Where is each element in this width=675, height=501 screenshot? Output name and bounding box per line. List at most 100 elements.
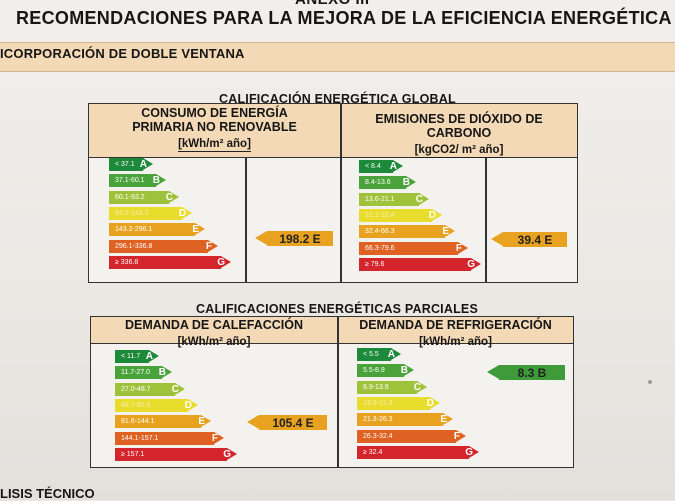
refrigeracion-header: DEMANDA DE REFRIGERACIÓN [kWh/m² año] (338, 318, 573, 350)
scale-letter: B (402, 177, 410, 189)
rating-pointer-arrow (487, 365, 499, 379)
scale-range-label: ≥ 79.6 (365, 260, 385, 268)
scale-arrow-tip (201, 415, 211, 428)
refrigeracion-value-badge: 8.3 B (487, 365, 565, 380)
scale-arrow-tip (458, 241, 468, 254)
emisiones-title-line1: EMISIONES DE DIÓXIDO DE (375, 112, 543, 126)
scale-letter: F (453, 430, 460, 442)
scale-arrow-tip (456, 429, 466, 442)
calefaccion-header: DEMANDA DE CALEFACCIÓN [kWh/m² año] (91, 318, 337, 350)
scale-range-label: < 11.7 (121, 353, 141, 360)
scale-arrow-tip (391, 348, 401, 360)
page-title: RECOMENDACIONES PARA LA MEJORA DE LA EFI… (16, 8, 672, 28)
rating-pointer-arrow (491, 232, 503, 246)
scale-letter: A (387, 349, 395, 360)
scale-letter: A (389, 161, 397, 172)
scale-bar-b: 5.5-8.9 B (357, 364, 414, 378)
global-rating-title: CALIFICACIÓN ENERGÉTICA GLOBAL (219, 92, 456, 106)
scale-bar-a: < 5.5 A (357, 348, 401, 361)
scale-bar-c: 8.9-13.9 C (357, 380, 427, 394)
scale-range-label: 81.6-144.1 (121, 418, 155, 426)
scale-bar-a: < 8.4 A (359, 160, 403, 173)
global-rating-card: CONSUMO DE ENERGÍA PRIMARIA NO RENOVABLE… (88, 103, 578, 283)
scale-letter: C (165, 191, 173, 203)
scale-bar-f: 26.3-32.4 F (357, 429, 466, 443)
scale-range-label: < 37.1 (115, 161, 135, 168)
scale-arrow-tip (143, 158, 153, 170)
rating-value-text: 105.4 E (272, 416, 314, 430)
rating-value-text: 8.3 B (517, 366, 547, 380)
scale-bar-e: 21.3-26.3 E (357, 413, 453, 427)
annex-label: ANEXO III (295, 0, 370, 8)
scale-arrow-tip (404, 364, 414, 377)
scale-bar-c: 27.0-48.7 C (115, 382, 185, 396)
scale-bar-f: 66.3-79.6 F (359, 241, 468, 255)
rating-value-text: 39.4 E (517, 233, 553, 247)
consumo-unit: [kWh/m² año] (178, 138, 251, 152)
scale-bar-c: 13.6-21.1 C (359, 192, 429, 206)
scale-arrow-tip (443, 413, 453, 426)
scale-letter: B (158, 367, 166, 379)
scale-range-label: 37.1-60.1 (115, 177, 145, 185)
scale-range-label: 66.3-79.6 (365, 244, 395, 252)
scale-bar-b: 37.1-60.1 B (109, 174, 166, 188)
scale-letter: F (211, 432, 218, 444)
scale-letter: G (217, 256, 225, 268)
paper-speck (648, 380, 652, 384)
scale-arrow-tip (227, 447, 237, 460)
scale-range-label: 21.3-26.3 (363, 416, 393, 424)
scale-bar-e: 32.4-66.3 E (359, 225, 455, 239)
scale-range-label: 11.7-27.0 (121, 369, 151, 377)
scale-letter: G (465, 446, 473, 458)
scale-arrow-tip (195, 223, 205, 236)
consumo-title-line2: PRIMARIA NO RENOVABLE (132, 120, 297, 134)
scale-bar-c: 60.1-93.2 C (109, 190, 179, 204)
scale-letter: C (413, 381, 421, 393)
scale-letter: A (139, 159, 147, 170)
scale-letter: B (152, 175, 160, 187)
scale-bar-d: 93.2-143.2 D (109, 206, 192, 220)
global-center-divider (340, 104, 342, 282)
scale-letter: B (400, 365, 408, 377)
refrigeracion-unit: [kWh/m² año] (419, 336, 492, 348)
scale-letter: D (178, 207, 186, 219)
scale-arrow-tip (162, 366, 172, 379)
section-band: ICORPORACIÓN DE DOBLE VENTANA (0, 42, 675, 72)
scale-bar-f: 296.1-336.8 F (109, 239, 218, 253)
consumo-header: CONSUMO DE ENERGÍA PRIMARIA NO RENOVABLE… (89, 106, 340, 152)
emisiones-unit: [kgCO2/ m² año] (414, 144, 504, 158)
partial-ratings-card: DEMANDA DE CALEFACCIÓN [kWh/m² año] DEMA… (90, 316, 574, 468)
scale-letter: E (440, 414, 447, 426)
scale-arrow-tip (471, 257, 481, 270)
scale-range-label: 296.1-336.8 (115, 242, 153, 250)
scale-letter: F (205, 240, 212, 252)
calefaccion-title: DEMANDA DE CALEFACCIÓN (124, 318, 303, 332)
scale-arrow-tip (417, 380, 427, 393)
scale-range-label: 8.4-13.6 (365, 179, 391, 187)
scale-bar-a: < 37.1 A (109, 158, 153, 171)
scale-bar-g: ≥ 79.6 G (359, 257, 481, 271)
scale-range-label: 13.6-21.1 (365, 195, 395, 203)
scale-arrow-tip (188, 398, 198, 411)
scale-bar-e: 81.6-144.1 E (115, 415, 211, 429)
scale-bar-e: 143.2-296.1 E (109, 223, 205, 237)
scale-arrow-tip (156, 174, 166, 187)
scale-range-label: 21.1-32.4 (365, 211, 395, 219)
scale-letter: A (145, 351, 153, 362)
scale-bar-g: ≥ 336.8 G (109, 255, 231, 269)
scale-letter: G (223, 448, 231, 460)
scale-bar-d: 13.9-21.3 D (357, 396, 440, 410)
scale-range-label: 13.9-21.3 (363, 399, 393, 407)
scale-arrow-tip (445, 225, 455, 238)
emisiones-header: EMISIONES DE DIÓXIDO DE CARBONO [kgCO2/ … (341, 112, 577, 158)
scale-range-label: 93.2-143.2 (115, 209, 149, 217)
partial-ratings-title: CALIFICACIONES ENERGÉTICAS PARCIALES (196, 302, 478, 316)
calefaccion-value-badge: 105.4 E (247, 415, 327, 430)
scale-range-label: 143.2-296.1 (115, 226, 153, 234)
scale-range-label: ≥ 336.8 (115, 258, 139, 266)
scale-arrow-tip (175, 382, 185, 395)
scale-letter: E (192, 224, 199, 236)
scale-arrow-tip (221, 255, 231, 268)
scale-letter: D (426, 397, 434, 409)
scale-letter: C (171, 383, 179, 395)
